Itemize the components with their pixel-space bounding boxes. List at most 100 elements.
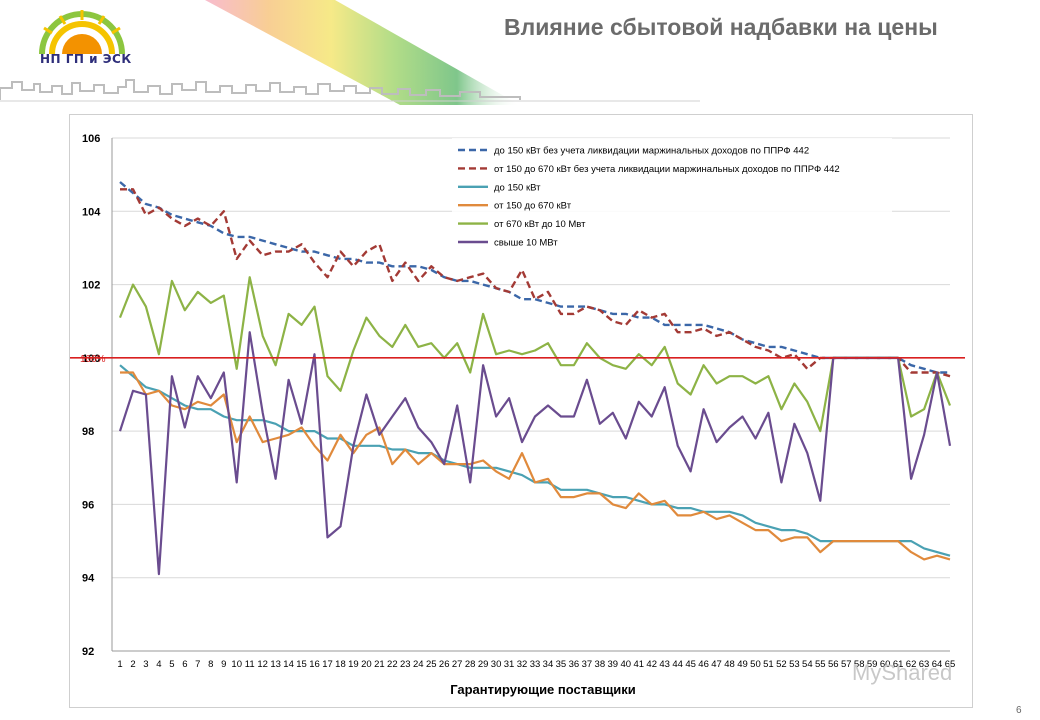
x-tick-label: 26: [439, 659, 450, 670]
x-tick-label: 2: [130, 659, 135, 670]
y-tick-label: 100: [82, 353, 100, 365]
x-tick-label: 16: [309, 659, 320, 670]
legend-label: свыше 10 МВт: [494, 238, 558, 249]
x-tick-label: 1: [117, 659, 122, 670]
logo-text: НП ГП и ЭСК: [40, 52, 132, 66]
y-tick-label: 106: [82, 133, 100, 145]
legend-label: до 150 кВт без учета ликвидации маржинал…: [494, 146, 809, 157]
x-tick-label: 30: [491, 659, 502, 670]
x-tick-label: 24: [413, 659, 424, 670]
legend-label: от 150 до 670 кВт: [494, 201, 572, 212]
series-line-2: [120, 188, 951, 378]
y-tick-label: 98: [82, 426, 94, 438]
reference-line-label: 100%: [80, 354, 106, 365]
x-tick-label: 29: [478, 659, 489, 670]
x-tick-label: 27: [452, 659, 463, 670]
series-line-6: [118, 331, 952, 576]
x-tick-label: 48: [724, 659, 735, 670]
x-tick-label: 35: [556, 659, 567, 670]
x-tick-label: 57: [841, 659, 852, 670]
x-tick-label: 17: [322, 659, 333, 670]
series-line-4: [120, 371, 951, 561]
x-tick-label: 58: [854, 659, 865, 670]
series-group: 100%: [70, 181, 965, 576]
series-line-1: [119, 181, 950, 374]
legend-background: [452, 138, 892, 257]
x-tick-label: 15: [296, 659, 307, 670]
legend-label: до 150 кВт: [494, 182, 541, 193]
x-tick-label: 45: [685, 659, 696, 670]
x-tick-label: 34: [543, 659, 554, 670]
y-tick-label: 92: [82, 646, 94, 658]
legend-label: от 150 до 670 кВт без учета ликвидации м…: [494, 164, 840, 175]
x-tick-label: 22: [387, 659, 398, 670]
x-tick-label: 60: [880, 659, 891, 670]
x-tick-label: 18: [335, 659, 346, 670]
x-tick-label: 5: [169, 659, 174, 670]
x-tick-label: 54: [802, 659, 813, 670]
x-tick-label: 8: [208, 659, 213, 670]
x-tick-label: 32: [517, 659, 528, 670]
x-tick-label: 36: [569, 659, 580, 670]
x-tick-label: 25: [426, 659, 437, 670]
x-tick-label: 43: [659, 659, 670, 670]
x-tick-label: 61: [893, 659, 904, 670]
legend: до 150 кВт без учета ликвидации маржинал…: [452, 138, 892, 257]
x-tick-label: 56: [828, 659, 839, 670]
x-tick-label: 64: [932, 659, 943, 670]
x-tick-label: 3: [143, 659, 148, 670]
x-tick-label: 7: [195, 659, 200, 670]
page-title: Влияние сбытовой надбавки на цены: [504, 14, 938, 40]
logo: [22, 8, 142, 70]
x-tick-label: 52: [776, 659, 787, 670]
legend-label: от 670 кВт до 10 Мвт: [494, 219, 586, 230]
x-tick-label: 46: [698, 659, 709, 670]
x-tick-label: 14: [283, 659, 294, 670]
x-tick-label: 53: [789, 659, 800, 670]
x-tick-label: 50: [750, 659, 761, 670]
x-axis-title: Гарантирующие поставщики: [450, 682, 636, 697]
x-axis: 1 2 3 4 5 6 7 8 9 10 11 12 13 14 15 16 17 18 19 20 21 22 23 24 2…: [112, 650, 956, 670]
y-tick-label: 96: [82, 499, 94, 511]
x-tick-label: 37: [582, 659, 593, 670]
x-tick-label: 21: [374, 659, 385, 670]
header: НП ГП и ЭСК Влияние сбытовой надбавки на…: [0, 0, 1040, 110]
page-number: 6: [1016, 705, 1022, 716]
x-tick-label: 28: [465, 659, 476, 670]
x-tick-label: 55: [815, 659, 826, 670]
y-tick-label: 104: [82, 206, 101, 218]
x-tick-label: 41: [633, 659, 644, 670]
x-tick-label: 42: [646, 659, 657, 670]
x-tick-label: 44: [672, 659, 683, 670]
watermark: MyShared: [852, 660, 953, 685]
x-tick-label: 31: [504, 659, 515, 670]
series-line-5: [118, 276, 952, 433]
skyline-decoration: [0, 79, 700, 102]
x-tick-label: 63: [919, 659, 930, 670]
x-tick-label: 6: [182, 659, 187, 670]
x-tick-label: 38: [595, 659, 606, 670]
x-tick-label: 13: [270, 659, 281, 670]
x-tick-label: 62: [906, 659, 917, 670]
x-tick-label: 20: [361, 659, 372, 670]
x-tick-label: 4: [156, 659, 161, 670]
x-tick-label: 19: [348, 659, 359, 670]
x-tick-label: 40: [620, 659, 631, 670]
x-tick-label: 10: [231, 659, 242, 670]
x-tick-label: 59: [867, 659, 878, 670]
y-tick-label: 102: [82, 280, 100, 292]
y-axis: 92 94 96 98 100 102 104 106: [82, 133, 113, 658]
x-tick-label: 11: [245, 659, 255, 670]
rainbow-decoration: [205, 0, 520, 105]
x-tick-label: 9: [221, 659, 226, 670]
x-tick-label: 39: [608, 659, 619, 670]
x-tick-label: 33: [530, 659, 541, 670]
x-tick-label: 65: [945, 659, 956, 670]
x-tick-label: 47: [711, 659, 722, 670]
x-tick-label: 49: [737, 659, 748, 670]
sun-logo-icon: [39, 10, 125, 55]
x-tick-label: 12: [257, 659, 268, 670]
y-tick-label: 94: [82, 573, 95, 585]
x-tick-label: 23: [400, 659, 411, 670]
